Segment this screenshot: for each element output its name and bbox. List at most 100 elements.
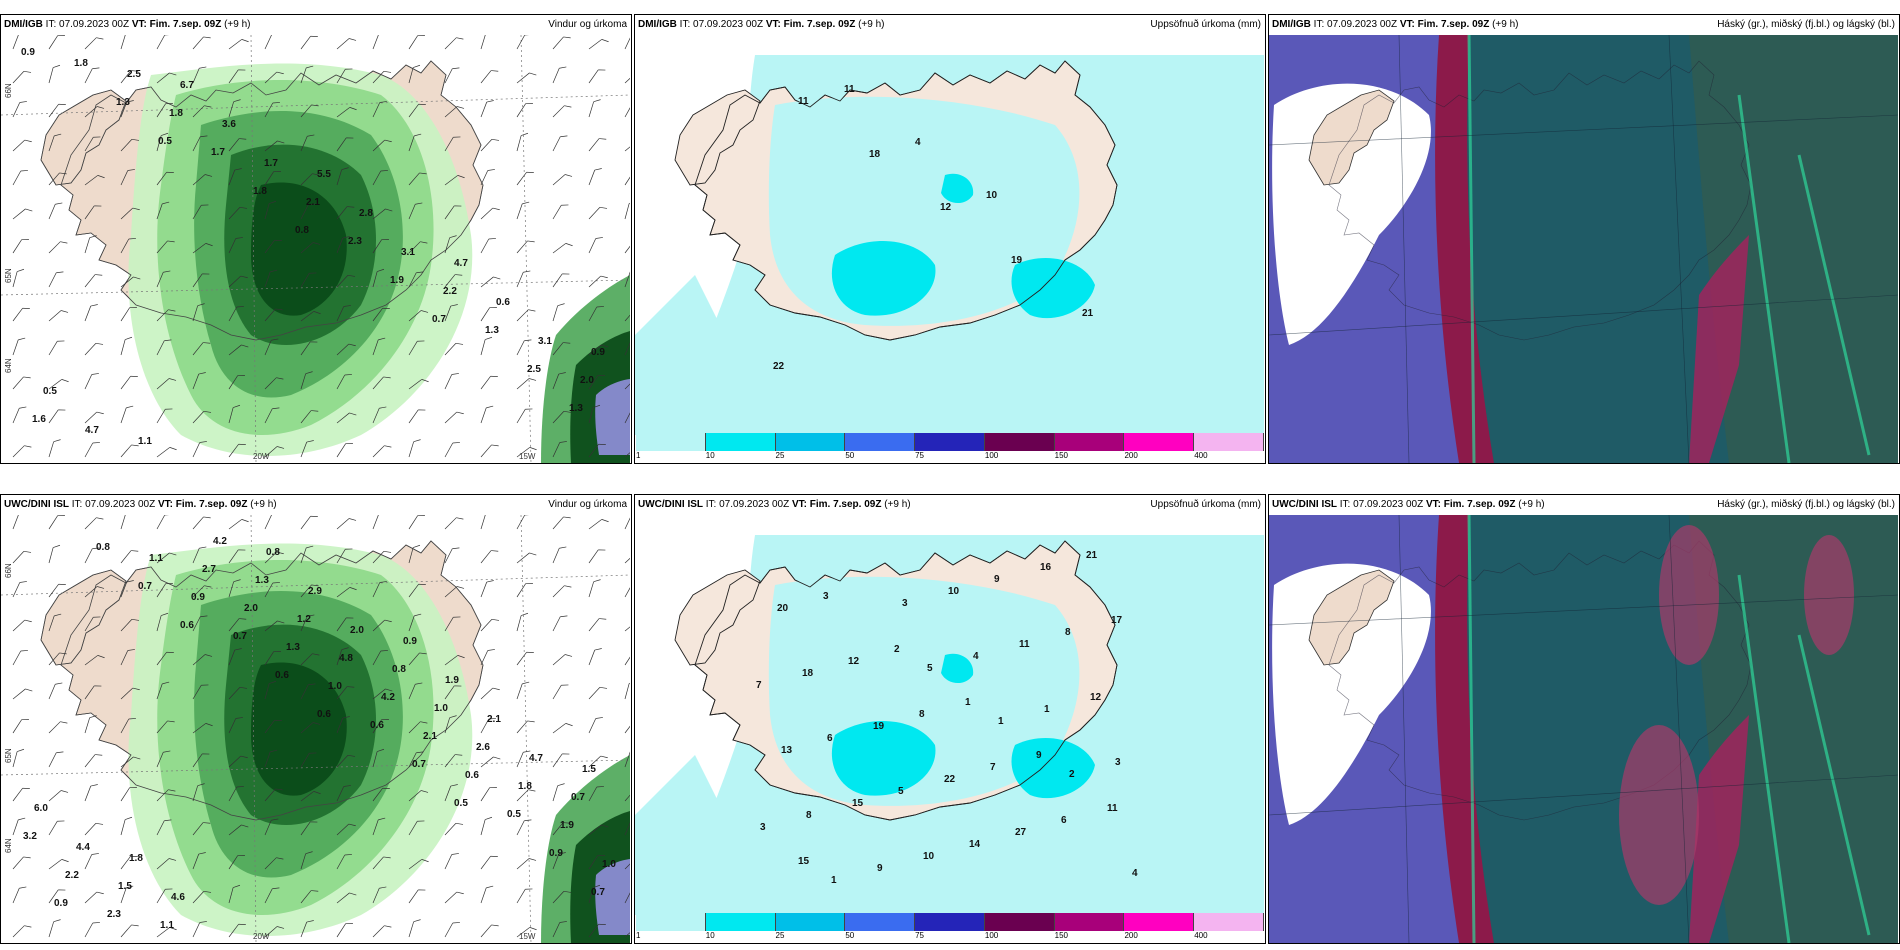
wind-barb bbox=[12, 925, 32, 938]
wind-barb bbox=[480, 405, 494, 424]
wind-barb bbox=[444, 37, 464, 50]
wind-barb bbox=[516, 201, 530, 220]
colorbar-tick-label: 75 bbox=[915, 931, 925, 940]
precip-value-label: 1.8 bbox=[74, 58, 88, 69]
wind-barb bbox=[120, 336, 133, 356]
accum-value-label: 1 bbox=[1044, 704, 1050, 715]
precip-value-label: 1.9 bbox=[445, 675, 459, 686]
precip-value-label: 4.2 bbox=[213, 536, 227, 547]
precip-value-label: 0.6 bbox=[275, 670, 289, 681]
wind-barb bbox=[156, 201, 170, 220]
wind-barb bbox=[192, 654, 213, 666]
wind-barb bbox=[516, 819, 532, 836]
precip-value-label: 3.1 bbox=[538, 336, 552, 347]
precip-value-label: 1.8 bbox=[129, 853, 143, 864]
wind-barb bbox=[192, 372, 206, 390]
wind-barb bbox=[264, 651, 281, 666]
wind-barb bbox=[372, 925, 392, 938]
wind-barb bbox=[372, 35, 380, 50]
wind-barb bbox=[444, 547, 460, 564]
wind-barb bbox=[624, 271, 630, 288]
wind-barb bbox=[552, 723, 573, 734]
wind-barb bbox=[192, 135, 208, 152]
wind-barb bbox=[192, 723, 213, 734]
wind-barb bbox=[12, 101, 27, 118]
wind-barb bbox=[300, 851, 313, 870]
wind-barb bbox=[552, 684, 569, 700]
wind-barb bbox=[300, 203, 316, 220]
wind-barb bbox=[624, 340, 630, 356]
wind-barb bbox=[624, 171, 630, 186]
precip-value-label: 4.4 bbox=[76, 842, 90, 853]
accum-value-label: 7 bbox=[756, 680, 762, 691]
wind-barb bbox=[264, 818, 279, 836]
valid-time: VT: Fim. 7.sep. 09Z bbox=[157, 499, 248, 510]
wind-barb bbox=[588, 206, 608, 220]
wind-barb bbox=[84, 274, 103, 288]
colorbar-segment bbox=[915, 433, 985, 451]
wind-barb bbox=[480, 375, 498, 390]
wind-barb bbox=[336, 274, 356, 288]
wind-barb bbox=[624, 751, 630, 768]
wind-barb bbox=[624, 582, 630, 598]
precip-value-label: 0.9 bbox=[191, 592, 205, 603]
wind-barb bbox=[480, 816, 493, 836]
wind-barb bbox=[588, 855, 605, 870]
wind-barb bbox=[120, 618, 140, 632]
wind-barb bbox=[516, 408, 533, 424]
wind-barb bbox=[156, 750, 171, 768]
wind-barb bbox=[444, 235, 457, 254]
precip-value-label: 0.6 bbox=[180, 620, 194, 631]
wind-barb bbox=[84, 784, 98, 802]
wind-barb bbox=[228, 138, 247, 152]
wind-barb bbox=[48, 340, 65, 356]
wind-barb bbox=[372, 515, 380, 530]
wind-barb bbox=[444, 67, 460, 84]
wind-barb bbox=[264, 35, 273, 50]
wind-barb bbox=[552, 890, 572, 904]
wind-barb bbox=[624, 551, 630, 564]
wind-barb bbox=[480, 444, 499, 458]
wind-barb bbox=[408, 515, 425, 530]
wind-barb bbox=[516, 750, 531, 768]
wind-barb bbox=[336, 854, 352, 870]
wind-barb bbox=[588, 824, 609, 836]
wind-barb bbox=[84, 304, 98, 322]
wind-barb bbox=[12, 515, 20, 530]
precip-value-label: 1.3 bbox=[569, 403, 583, 414]
wind-barb bbox=[588, 519, 609, 530]
wind-barb bbox=[228, 648, 242, 666]
precip-value-label: 2.7 bbox=[202, 564, 216, 575]
wind-barb bbox=[336, 206, 355, 220]
wind-barb bbox=[372, 337, 386, 356]
wind-barb bbox=[48, 64, 61, 84]
wind-barb bbox=[480, 756, 501, 768]
precip-value-label: 2.3 bbox=[107, 909, 121, 920]
panel-title: Uppsöfnuð úrkoma (mm) bbox=[1150, 19, 1261, 30]
wind-barb bbox=[192, 105, 212, 118]
wind-barb bbox=[48, 613, 62, 632]
panel-header: DMI/IGB IT: 07.09.2023 00Z VT: Fim. 7.se… bbox=[1269, 15, 1899, 35]
wind-barb bbox=[372, 208, 393, 220]
precip-value-label: 2.8 bbox=[359, 208, 373, 219]
wind-barb bbox=[552, 546, 567, 564]
wind-barb bbox=[156, 132, 169, 152]
wind-barb bbox=[84, 715, 97, 734]
wind-barb bbox=[336, 236, 350, 254]
wind-barb bbox=[264, 515, 273, 530]
wind-barb bbox=[588, 717, 603, 734]
wind-barb bbox=[120, 756, 141, 768]
wind-barb bbox=[588, 99, 601, 118]
wind-barb bbox=[588, 69, 606, 84]
accum-value-label: 22 bbox=[773, 361, 785, 372]
wind-barb bbox=[156, 819, 172, 836]
wind-barb bbox=[300, 614, 315, 632]
precip-value-label: 2.6 bbox=[476, 742, 490, 753]
lon-label: 15W bbox=[519, 932, 536, 941]
wind-barb bbox=[480, 307, 497, 322]
wind-barb bbox=[192, 890, 212, 904]
wind-barb bbox=[120, 307, 137, 322]
wind-barb bbox=[120, 375, 138, 390]
wind-barb bbox=[516, 927, 537, 938]
wind-barb bbox=[120, 924, 139, 938]
